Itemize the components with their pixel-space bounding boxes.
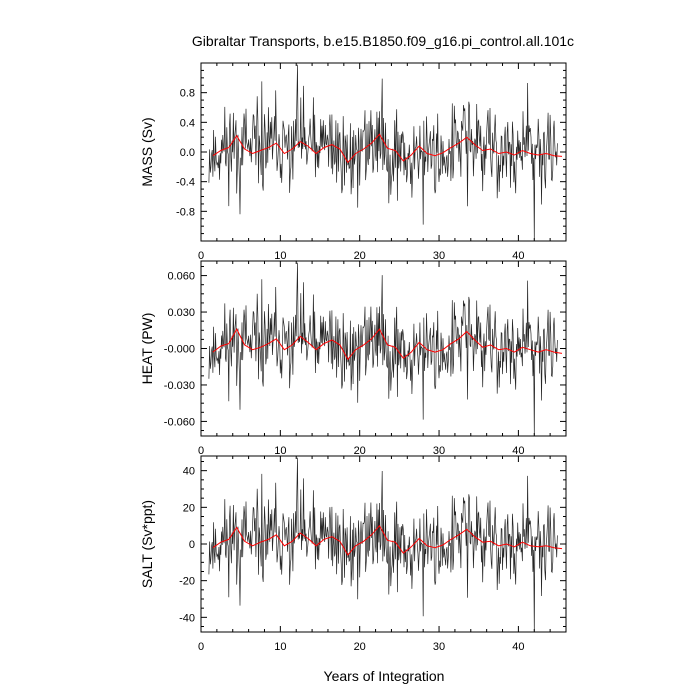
heat-y-tick-label: -0.000 bbox=[164, 344, 195, 356]
chart-title: Gibraltar Transports, b.e15.B1850.f09_g1… bbox=[192, 33, 574, 49]
mass-x-tick-label: 30 bbox=[433, 250, 445, 262]
heat-x-tick-label: 10 bbox=[274, 445, 286, 457]
salt-panel: -40 -20 0 20 40 0 10 20 30 40 SALT (Sv*ppt) bbox=[139, 455, 567, 653]
heat-panel: -0.060 -0.030 -0.000 0.030 0.060 0 10 20 30 40 HEA… bbox=[139, 260, 567, 457]
heat-y-tick-label: -0.030 bbox=[164, 380, 195, 392]
mass-x-tick-label: 40 bbox=[512, 250, 524, 262]
heat-x-tick-label: 0 bbox=[198, 445, 204, 457]
salt-y-tick-label: 0 bbox=[189, 539, 195, 551]
salt-y-axis-label: SALT (Sv*ppt) bbox=[139, 500, 155, 588]
x-axis-label: Years of Integration bbox=[324, 668, 445, 684]
heat-monthly-series-line bbox=[208, 262, 558, 436]
mass-annual-mean-line bbox=[212, 133, 563, 164]
salt-monthly-series-line bbox=[208, 457, 558, 632]
mass-x-tick-label: 0 bbox=[198, 250, 204, 262]
salt-y-tick-label: 40 bbox=[183, 466, 195, 478]
salt-y-tick-label: 20 bbox=[183, 502, 195, 514]
mass-y-tick-label: 0.4 bbox=[180, 117, 195, 129]
mass-y-tick-label: -0.4 bbox=[176, 177, 195, 189]
heat-y-tick-label: 0.060 bbox=[167, 271, 195, 283]
salt-x-tick-label: 20 bbox=[354, 641, 366, 653]
heat-x-tick-label: 30 bbox=[433, 445, 445, 457]
mass-y-tick-label: 0.8 bbox=[180, 88, 195, 100]
salt-x-tick-label: 40 bbox=[512, 641, 524, 653]
heat-y-tick-label: 0.030 bbox=[167, 307, 195, 319]
salt-y-tick-label: -20 bbox=[179, 576, 195, 588]
salt-annual-mean-line bbox=[212, 524, 563, 556]
mass-y-tick-label: 0.0 bbox=[180, 147, 195, 159]
mass-x-tick-label: 10 bbox=[274, 250, 286, 262]
mass-monthly-series-line bbox=[208, 64, 558, 241]
mass-y-tick-label: -0.8 bbox=[176, 206, 195, 218]
mass-x-tick-label: 20 bbox=[354, 250, 366, 262]
salt-x-tick-label: 10 bbox=[274, 641, 286, 653]
mass-panel: -0.8 -0.4 0.0 0.4 0.8 0 10 20 30 40 MASS (Sv) bbox=[139, 62, 567, 262]
salt-x-tick-label: 30 bbox=[433, 641, 445, 653]
heat-x-tick-label: 40 bbox=[512, 445, 524, 457]
heat-y-axis-label: HEAT (PW) bbox=[139, 313, 155, 385]
mass-y-axis-label: MASS (Sv) bbox=[139, 117, 155, 186]
heat-y-tick-label: -0.060 bbox=[164, 416, 195, 428]
salt-x-tick-label: 0 bbox=[198, 641, 204, 653]
salt-y-tick-label: -40 bbox=[179, 612, 195, 624]
heat-annual-mean-line bbox=[212, 328, 563, 361]
heat-x-tick-label: 20 bbox=[354, 445, 366, 457]
